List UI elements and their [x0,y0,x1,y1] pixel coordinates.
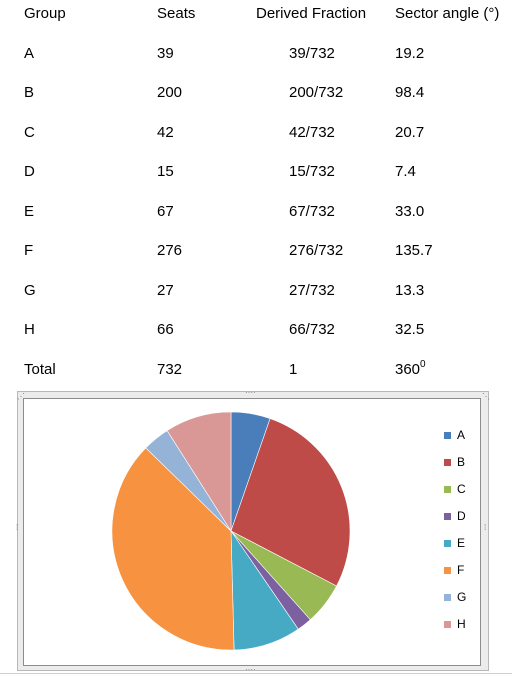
cell-seats: 27 [157,282,174,299]
total-angle-superscript: 0 [420,359,426,370]
legend-swatch [444,540,451,547]
cell-group: F [24,242,34,259]
resize-handle-right[interactable]: ⁞ [484,523,487,532]
cell-group: D [24,163,35,180]
cell-angle: 32.5 [395,321,425,338]
cell-fraction: 66/732 [289,321,335,338]
cell-group: E [24,203,35,220]
cell-angle: 19.2 [395,45,425,62]
header-fraction: Derived Fraction [256,5,367,22]
legend-swatch [444,486,451,493]
cell-fraction: 42/732 [289,124,335,141]
pie-slice-h[interactable] [166,411,232,533]
cell-angle: 20.7 [395,124,425,141]
cell-seats: 42 [157,124,174,141]
cell-angle: 135.7 [395,242,433,259]
total-label: Total [24,361,56,378]
resize-handle-top[interactable]: ···· [245,388,256,397]
total-angle-value: 360 [395,361,421,378]
header-group: Group [24,5,66,22]
total-seats: 732 [157,361,183,378]
cell-seats: 276 [157,242,183,259]
resize-handle-top-right[interactable]: ⋱ [482,392,490,401]
header-angle: Sector angle (°) [395,5,500,22]
legend-label: E [457,536,466,550]
cell-seats: 39 [157,45,174,62]
table-row: H 66 66/732 32.5 [0,321,512,343]
cell-fraction: 200/732 [289,84,344,101]
cell-fraction: 15/732 [289,163,335,180]
pie-slice-f[interactable] [111,447,235,651]
table-row: D 15 15/732 7.4 [0,163,512,185]
legend-label: A [457,428,466,442]
legend-swatch [444,594,451,601]
legend-label: D [457,509,466,523]
legend-swatch [444,513,451,520]
cell-angle: 98.4 [395,84,425,101]
cell-group: C [24,124,35,141]
cell-group: H [24,321,35,338]
cell-seats: 67 [157,203,174,220]
legend-label: B [457,455,466,469]
total-angle: 3600 [395,359,426,378]
legend-label: H [457,617,466,631]
total-fraction: 1 [289,361,298,378]
cell-fraction: 27/732 [289,282,335,299]
cell-angle: 13.3 [395,282,425,299]
table-row: B 200 200/732 98.4 [0,84,512,106]
cell-group: G [24,282,36,299]
legend-swatch [444,567,451,574]
legend-label: C [457,482,466,496]
cell-seats: 200 [157,84,183,101]
table-row: E 67 67/732 33.0 [0,203,512,225]
table-row: G 27 27/732 13.3 [0,282,512,304]
cell-angle: 7.4 [395,163,416,180]
divider [0,673,512,674]
cell-seats: 15 [157,163,174,180]
table-row: F 276 276/732 135.7 [0,242,512,264]
cell-seats: 66 [157,321,174,338]
resize-handle-left[interactable]: ⁞ [16,523,19,532]
cell-fraction: 67/732 [289,203,335,220]
table-header-row: Group Seats Derived Fraction Sector angl… [0,5,512,27]
cell-group: B [24,84,35,101]
table-row: A 39 39/732 19.2 [0,45,512,67]
legend-swatch [444,459,451,466]
cell-fraction: 276/732 [289,242,344,259]
cell-angle: 33.0 [395,203,425,220]
legend-swatch [444,621,451,628]
legend-label: F [457,563,465,577]
pie-slice-b[interactable] [230,418,351,587]
header-seats: Seats [157,5,196,22]
resize-handle-top-left[interactable]: ⋰ [17,392,25,401]
cell-fraction: 39/732 [289,45,335,62]
resize-handle-bottom[interactable]: ···· [245,665,256,674]
cell-group: A [24,45,35,62]
legend-swatch [444,432,451,439]
table-row: C 42 42/732 20.7 [0,124,512,146]
table-total-row: Total 732 1 3600 [0,359,512,383]
legend-label: G [457,590,467,604]
